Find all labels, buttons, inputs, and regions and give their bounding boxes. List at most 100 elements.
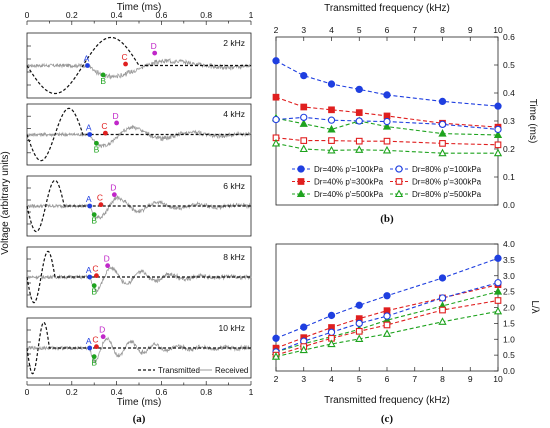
point-c-marker: [94, 344, 99, 350]
panel-a-bottom-tick-label: 1: [249, 387, 254, 397]
legend-label: Dr=80% p'=300kPa: [412, 178, 482, 187]
data-point: [493, 306, 503, 315]
data-point: [383, 292, 391, 300]
panel-a-bottom-tick-label: 0.2: [66, 387, 78, 397]
data-point: [327, 339, 336, 348]
point-b-marker: [91, 212, 97, 218]
legend-marker: [395, 165, 403, 173]
point-b-marker: [94, 140, 99, 146]
y-tick-label: 0.2: [503, 144, 515, 154]
panel-a-top-tick-label: 0.2: [66, 10, 78, 20]
data-point: [299, 144, 308, 153]
data-point: [328, 106, 335, 114]
x-tick-label: 4: [329, 374, 334, 384]
y-tick-label: 1.0: [503, 334, 515, 344]
data-point: [493, 130, 503, 139]
point-c-label: C: [121, 52, 127, 62]
data-point: [383, 117, 391, 126]
panel-b: Transmitted frequency (kHz) 2 3 4 5 6 7 8 9 100.…: [271, 3, 538, 225]
data-point: [355, 145, 364, 153]
x-tick-label: 8: [440, 25, 445, 35]
x-tick-label: 5: [357, 374, 362, 384]
y-tick-label: 0.1: [503, 172, 515, 182]
point-a-label: A: [86, 194, 92, 204]
y-tick-label: 0.0: [503, 200, 515, 210]
point-b-label: B: [100, 76, 106, 86]
point-b-marker: [91, 354, 97, 360]
series-dr40-p100: [272, 254, 502, 342]
y-tick-label: 0.6: [503, 32, 515, 42]
data-point: [494, 254, 502, 262]
data-point: [272, 57, 280, 65]
panel-c-label: (c): [381, 413, 394, 425]
transmitted-signal: [26, 321, 251, 375]
data-point: [355, 334, 364, 342]
data-point: [327, 145, 336, 154]
point-d-label: D: [151, 41, 157, 51]
y-tick-label: 2.0: [503, 303, 515, 313]
data-point: [327, 116, 336, 124]
data-point: [493, 287, 503, 295]
data-point: [383, 321, 391, 329]
data-point: [300, 137, 308, 144]
data-point: [438, 148, 447, 157]
x-tick-label: 6: [385, 374, 390, 384]
point-c-label: C: [92, 264, 98, 274]
waveform-subplot: 8 kHz A B CD: [26, 246, 252, 308]
y-tick-label: 0.3: [503, 116, 515, 126]
frequency-label: 6 kHz: [223, 181, 245, 191]
legend-marker: [394, 189, 404, 198]
x-tick-label: 9: [468, 25, 473, 35]
point-c-marker: [103, 130, 108, 136]
data-point: [355, 117, 363, 125]
panel-b-series: [271, 57, 503, 157]
point-a-label: A: [86, 265, 92, 275]
data-point: [355, 327, 363, 335]
point-b-label: B: [91, 358, 97, 368]
legend-item: Dr=40% p'=500kPa: [292, 189, 384, 199]
panel-a-top-tick-label: 0.4: [111, 10, 123, 20]
x-tick-label: 6: [385, 25, 390, 35]
legend-marker: [296, 189, 306, 198]
data-point: [355, 109, 363, 116]
panel-a-top-ticks: 0 0.2 0.4 0.6 0.8 1: [25, 10, 254, 25]
x-tick-label: 10: [493, 25, 503, 35]
data-point: [300, 113, 308, 122]
legend-label: Dr=40% p'=300kPa: [314, 178, 384, 187]
point-a-label: A: [84, 54, 90, 64]
data-point: [438, 317, 447, 325]
data-point: [382, 329, 392, 337]
data-point: [494, 102, 502, 110]
point-a-marker: [87, 274, 93, 280]
panel-c-xlabel: Transmitted frequency (kHz): [324, 395, 450, 406]
data-point: [494, 297, 502, 304]
frequency-label: 4 kHz: [223, 109, 245, 119]
point-d-marker: [152, 50, 158, 56]
frequency-label: 8 kHz: [223, 252, 245, 262]
legend-label: Dr=80% p'=500kPa: [412, 190, 482, 199]
legend-received-text: Received: [215, 366, 248, 375]
transmitted-signal: [26, 250, 251, 304]
data-point: [327, 328, 336, 336]
data-point: [355, 85, 363, 94]
point-d-marker: [111, 192, 117, 198]
x-tick-label: 7: [412, 374, 417, 384]
received-signal: [26, 195, 252, 221]
point-b-marker: [100, 72, 106, 78]
legend-item: Dr=80% p'=100kPa: [390, 165, 482, 174]
data-point: [382, 122, 392, 130]
data-point: [383, 91, 391, 99]
series-dr80-p300: [272, 134, 502, 149]
y-tick-label: 3.5: [503, 255, 515, 265]
x-tick-label: 8: [440, 374, 445, 384]
point-a-marker: [87, 345, 93, 351]
panel-a-bottom-tick-label: 0.8: [200, 387, 212, 397]
received-signal: [26, 58, 252, 80]
transmitted-signal: [26, 179, 251, 233]
waveform-subplot: 2 kHz A B C D: [26, 32, 252, 99]
legend-marker: [297, 165, 305, 173]
point-d-label: D: [99, 325, 105, 335]
waveform-subplot: 4 kHz A B CD: [26, 103, 252, 166]
data-point: [438, 129, 447, 137]
